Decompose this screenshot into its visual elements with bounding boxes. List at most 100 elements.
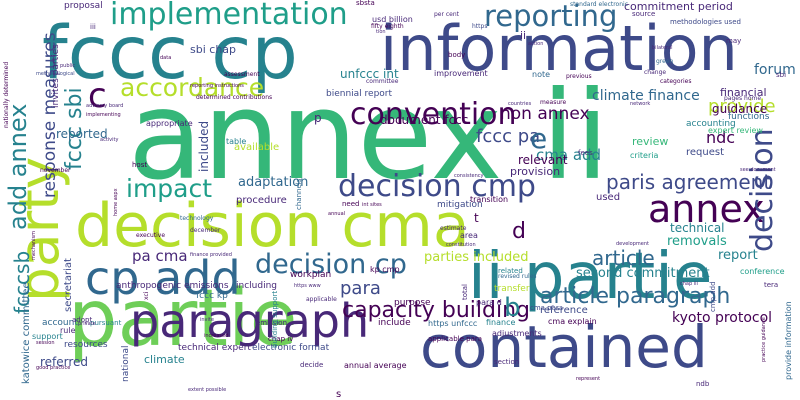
word: appropriate bbox=[146, 119, 193, 128]
word: fccc pa bbox=[476, 126, 541, 147]
word: https bbox=[472, 23, 488, 30]
word: fifty eighth bbox=[371, 23, 404, 30]
word: forum bbox=[754, 62, 796, 78]
word: proposal bbox=[64, 1, 103, 11]
word: note bbox=[532, 70, 551, 79]
word: iii bbox=[90, 23, 96, 31]
word: bilateral bbox=[652, 45, 673, 51]
word: para bbox=[340, 278, 381, 299]
word: decision cma bbox=[75, 191, 470, 261]
word: good practice bbox=[36, 365, 71, 371]
word: b bbox=[504, 293, 521, 323]
word: technical bbox=[670, 221, 725, 235]
word: removals bbox=[667, 234, 727, 249]
word: d bbox=[512, 219, 526, 244]
word: commitment period bbox=[624, 0, 733, 13]
word: second commitment bbox=[576, 266, 710, 281]
word: financial bbox=[720, 86, 767, 99]
word: e bbox=[530, 122, 548, 155]
word: need bbox=[342, 200, 360, 208]
word: review bbox=[632, 135, 669, 148]
word: including bbox=[236, 281, 277, 291]
word: katowice committee bbox=[21, 282, 32, 384]
word: constitution bbox=[446, 242, 476, 248]
word: relevant bbox=[518, 153, 568, 167]
word: https unfccc bbox=[428, 319, 478, 328]
word: accordance bbox=[120, 73, 265, 102]
word: ii bbox=[520, 29, 527, 42]
word: private bbox=[78, 321, 96, 327]
word: advisory board bbox=[86, 103, 124, 109]
word: biennial report bbox=[326, 89, 393, 99]
word: electronic format bbox=[252, 343, 330, 353]
word: provide bbox=[708, 96, 776, 117]
word: determined contributions bbox=[196, 94, 273, 101]
word: decision cp bbox=[255, 249, 407, 280]
word: adjustments bbox=[492, 329, 542, 338]
word: document fccc bbox=[380, 113, 469, 127]
word: procedure bbox=[236, 195, 287, 206]
word: section bbox=[494, 358, 520, 366]
word: estimate bbox=[440, 225, 467, 232]
word: request bbox=[686, 147, 725, 158]
word: para d bbox=[476, 298, 502, 307]
word: accounting bbox=[686, 119, 736, 129]
word: reference bbox=[540, 305, 588, 316]
word: information bbox=[380, 12, 738, 85]
word: unfccc int bbox=[340, 67, 399, 81]
word: s bbox=[336, 389, 342, 400]
word: included bbox=[197, 120, 211, 172]
word: countries bbox=[508, 101, 532, 107]
word: fccc kp bbox=[196, 291, 228, 301]
word: referred bbox=[40, 355, 89, 369]
word: pages home bbox=[724, 95, 762, 102]
word: body bbox=[448, 51, 466, 59]
word: workplan bbox=[290, 270, 332, 280]
word: sbi chap bbox=[190, 43, 237, 56]
word: pursuant bbox=[90, 319, 122, 327]
word: categories bbox=[660, 78, 692, 85]
word: functions bbox=[728, 112, 770, 122]
word: area bbox=[460, 231, 478, 240]
word: p bbox=[314, 111, 322, 125]
word: standard electronic bbox=[570, 1, 628, 8]
word: mitigation bbox=[437, 200, 483, 210]
word: usd billion bbox=[372, 15, 413, 24]
word: cmp add bbox=[709, 281, 717, 312]
word: tera bbox=[764, 281, 779, 289]
word: previous bbox=[566, 73, 592, 80]
word: adaptation bbox=[238, 175, 309, 190]
word: represent bbox=[576, 376, 601, 382]
word: https www bbox=[294, 283, 321, 289]
word: chap iv bbox=[268, 335, 294, 343]
word: capacity building bbox=[342, 298, 530, 323]
word: cma add bbox=[536, 146, 602, 164]
word: improvement bbox=[434, 69, 488, 78]
word: guidance bbox=[712, 102, 768, 116]
word: t bbox=[474, 211, 479, 225]
word: finance provided bbox=[190, 252, 232, 258]
word: fees bbox=[578, 149, 593, 157]
word: account bbox=[42, 318, 78, 328]
word: anthropogenic emissions bbox=[116, 281, 229, 291]
word: int sites bbox=[362, 202, 382, 208]
word: article bbox=[592, 246, 655, 270]
word: activity bbox=[100, 137, 119, 143]
word: session bbox=[36, 340, 55, 346]
word: public bbox=[60, 63, 76, 69]
word: related bbox=[498, 267, 523, 275]
word: convention bbox=[350, 97, 517, 132]
word: annual bbox=[328, 211, 346, 217]
word: methodological bbox=[36, 71, 75, 77]
word: reported bbox=[56, 127, 108, 141]
word: kyoto protocol bbox=[672, 310, 773, 326]
word: channels bbox=[295, 178, 303, 210]
word: reporting instructions bbox=[190, 83, 244, 89]
word: finance bbox=[486, 318, 516, 327]
word: consistency bbox=[454, 173, 484, 179]
word: reporting bbox=[484, 0, 618, 33]
word: december bbox=[190, 227, 221, 234]
word: parties included bbox=[424, 250, 529, 265]
word: climate finance bbox=[592, 88, 700, 104]
